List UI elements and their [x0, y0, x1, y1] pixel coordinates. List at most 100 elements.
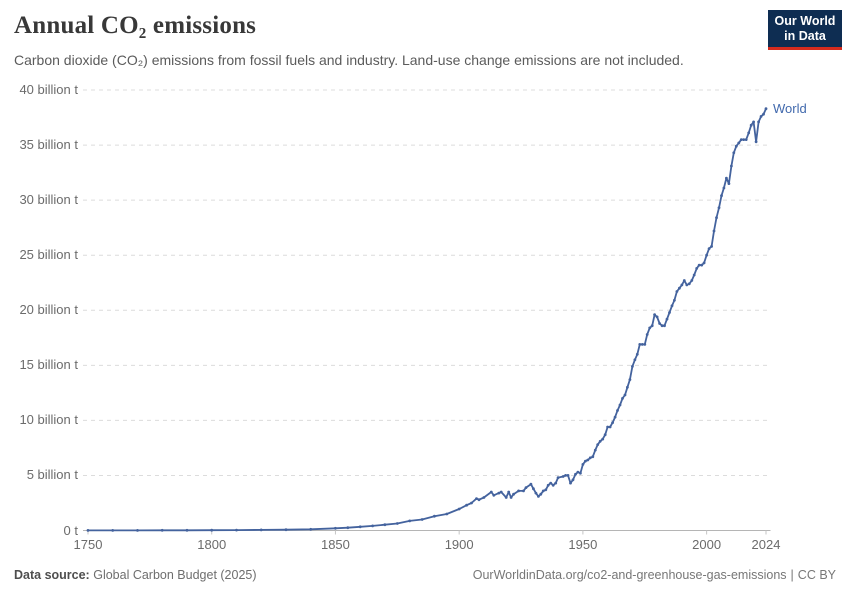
- data-point-marker: [499, 490, 503, 494]
- data-point-marker: [660, 324, 664, 328]
- data-point-marker: [475, 497, 478, 500]
- data-point-marker: [673, 298, 676, 302]
- data-point-marker: [725, 176, 728, 180]
- data-point-marker: [574, 472, 577, 476]
- data-point-marker: [477, 498, 481, 502]
- chart-footer: Data source: Global Carbon Budget (2025)…: [14, 568, 836, 582]
- data-point-marker: [564, 474, 567, 477]
- data-point-marker: [648, 326, 652, 330]
- data-point-marker: [613, 415, 617, 419]
- data-point-marker: [685, 283, 689, 287]
- data-point-marker: [509, 496, 513, 499]
- data-point-marker: [588, 456, 592, 460]
- data-point-marker: [744, 138, 748, 142]
- data-point-marker: [732, 151, 736, 155]
- data-point-marker: [346, 526, 350, 530]
- data-point-marker: [210, 528, 214, 532]
- x-axis-tick-label: 2024: [751, 537, 781, 552]
- data-point-marker: [556, 476, 560, 479]
- data-point-marker: [643, 343, 647, 346]
- data-point-marker: [569, 481, 572, 485]
- data-point-marker: [489, 490, 493, 494]
- data-point-marker: [682, 279, 686, 282]
- license-link[interactable]: CC BY: [797, 568, 836, 582]
- data-point-marker: [482, 496, 486, 499]
- y-axis-tick-label: 10 billion t: [19, 412, 78, 428]
- data-point-marker: [433, 514, 436, 518]
- data-point-marker: [554, 481, 558, 485]
- data-point-marker: [695, 267, 699, 270]
- data-point-marker: [707, 247, 711, 251]
- data-point-marker: [638, 343, 642, 346]
- data-point-marker: [628, 378, 632, 381]
- data-point-marker: [653, 313, 656, 317]
- data-point-marker: [470, 501, 473, 505]
- data-point-marker: [712, 229, 716, 233]
- logo-line-1: Our World: [774, 14, 836, 28]
- data-point-marker: [710, 245, 713, 248]
- data-point-marker: [581, 463, 585, 466]
- data-point-marker: [517, 489, 520, 493]
- data-point-marker: [576, 470, 580, 474]
- data-point-marker: [618, 403, 622, 407]
- data-point-marker: [668, 311, 671, 314]
- data-point-marker: [358, 525, 362, 529]
- data-point-marker: [546, 483, 550, 487]
- data-point-marker: [160, 528, 164, 532]
- footer-links: OurWorldinData.org/co2-and-greenhouse-ga…: [473, 568, 836, 582]
- data-source-label: Data source:: [14, 568, 90, 582]
- data-point-marker: [497, 491, 501, 495]
- y-axis-tick-label: 35 billion t: [19, 137, 78, 153]
- data-point-marker: [383, 523, 387, 527]
- data-point-marker: [749, 123, 753, 127]
- data-point-marker: [284, 528, 288, 532]
- data-point-marker: [621, 397, 624, 400]
- data-point-marker: [522, 489, 525, 493]
- x-axis-tick-label: 2000: [692, 537, 722, 552]
- data-point-marker: [680, 283, 684, 287]
- data-point-marker: [529, 482, 533, 486]
- data-point-marker: [742, 138, 746, 142]
- data-point-marker: [309, 527, 313, 531]
- data-point-marker: [185, 528, 189, 532]
- data-source-value: Global Carbon Budget (2025): [93, 568, 257, 582]
- data-point-marker: [752, 120, 755, 124]
- data-point-marker: [747, 131, 751, 135]
- data-point-marker: [534, 491, 538, 495]
- data-point-marker: [136, 529, 139, 532]
- owid-logo[interactable]: Our World in Data: [768, 10, 842, 50]
- data-point-marker: [730, 164, 733, 168]
- data-point-marker: [598, 439, 602, 443]
- data-point-marker: [551, 483, 555, 487]
- data-point-marker: [702, 261, 706, 265]
- data-point-marker: [584, 459, 587, 463]
- data-point-marker: [86, 529, 90, 532]
- data-point-marker: [445, 512, 449, 516]
- logo-line-2: in Data: [784, 29, 826, 43]
- page-title: Annual CO₂ emissions: [14, 12, 257, 39]
- data-point-marker: [658, 322, 661, 325]
- data-source: Data source: Global Carbon Budget (2025): [14, 568, 257, 582]
- data-point-marker: [626, 385, 629, 389]
- data-point-marker: [596, 443, 600, 446]
- footer-url-link[interactable]: OurWorldinData.org/co2-and-greenhouse-ga…: [472, 568, 787, 582]
- data-point-marker: [611, 421, 614, 424]
- data-point-marker: [524, 486, 528, 489]
- data-point-marker: [111, 529, 115, 532]
- data-point-marker: [633, 358, 637, 362]
- x-axis-tick-label: 1950: [568, 537, 598, 552]
- data-point-marker: [532, 487, 535, 491]
- data-point-marker: [371, 524, 374, 528]
- data-point-marker: [631, 365, 634, 368]
- y-axis-tick-label: 30 billion t: [19, 192, 78, 208]
- data-point-marker: [544, 488, 548, 492]
- data-point-marker: [537, 495, 540, 498]
- x-axis-tick-label: 1800: [197, 537, 227, 552]
- data-point-marker: [650, 324, 654, 328]
- data-point-marker: [235, 528, 238, 532]
- data-point-marker: [739, 138, 743, 142]
- data-point-marker: [603, 433, 607, 437]
- data-point-marker: [757, 120, 760, 124]
